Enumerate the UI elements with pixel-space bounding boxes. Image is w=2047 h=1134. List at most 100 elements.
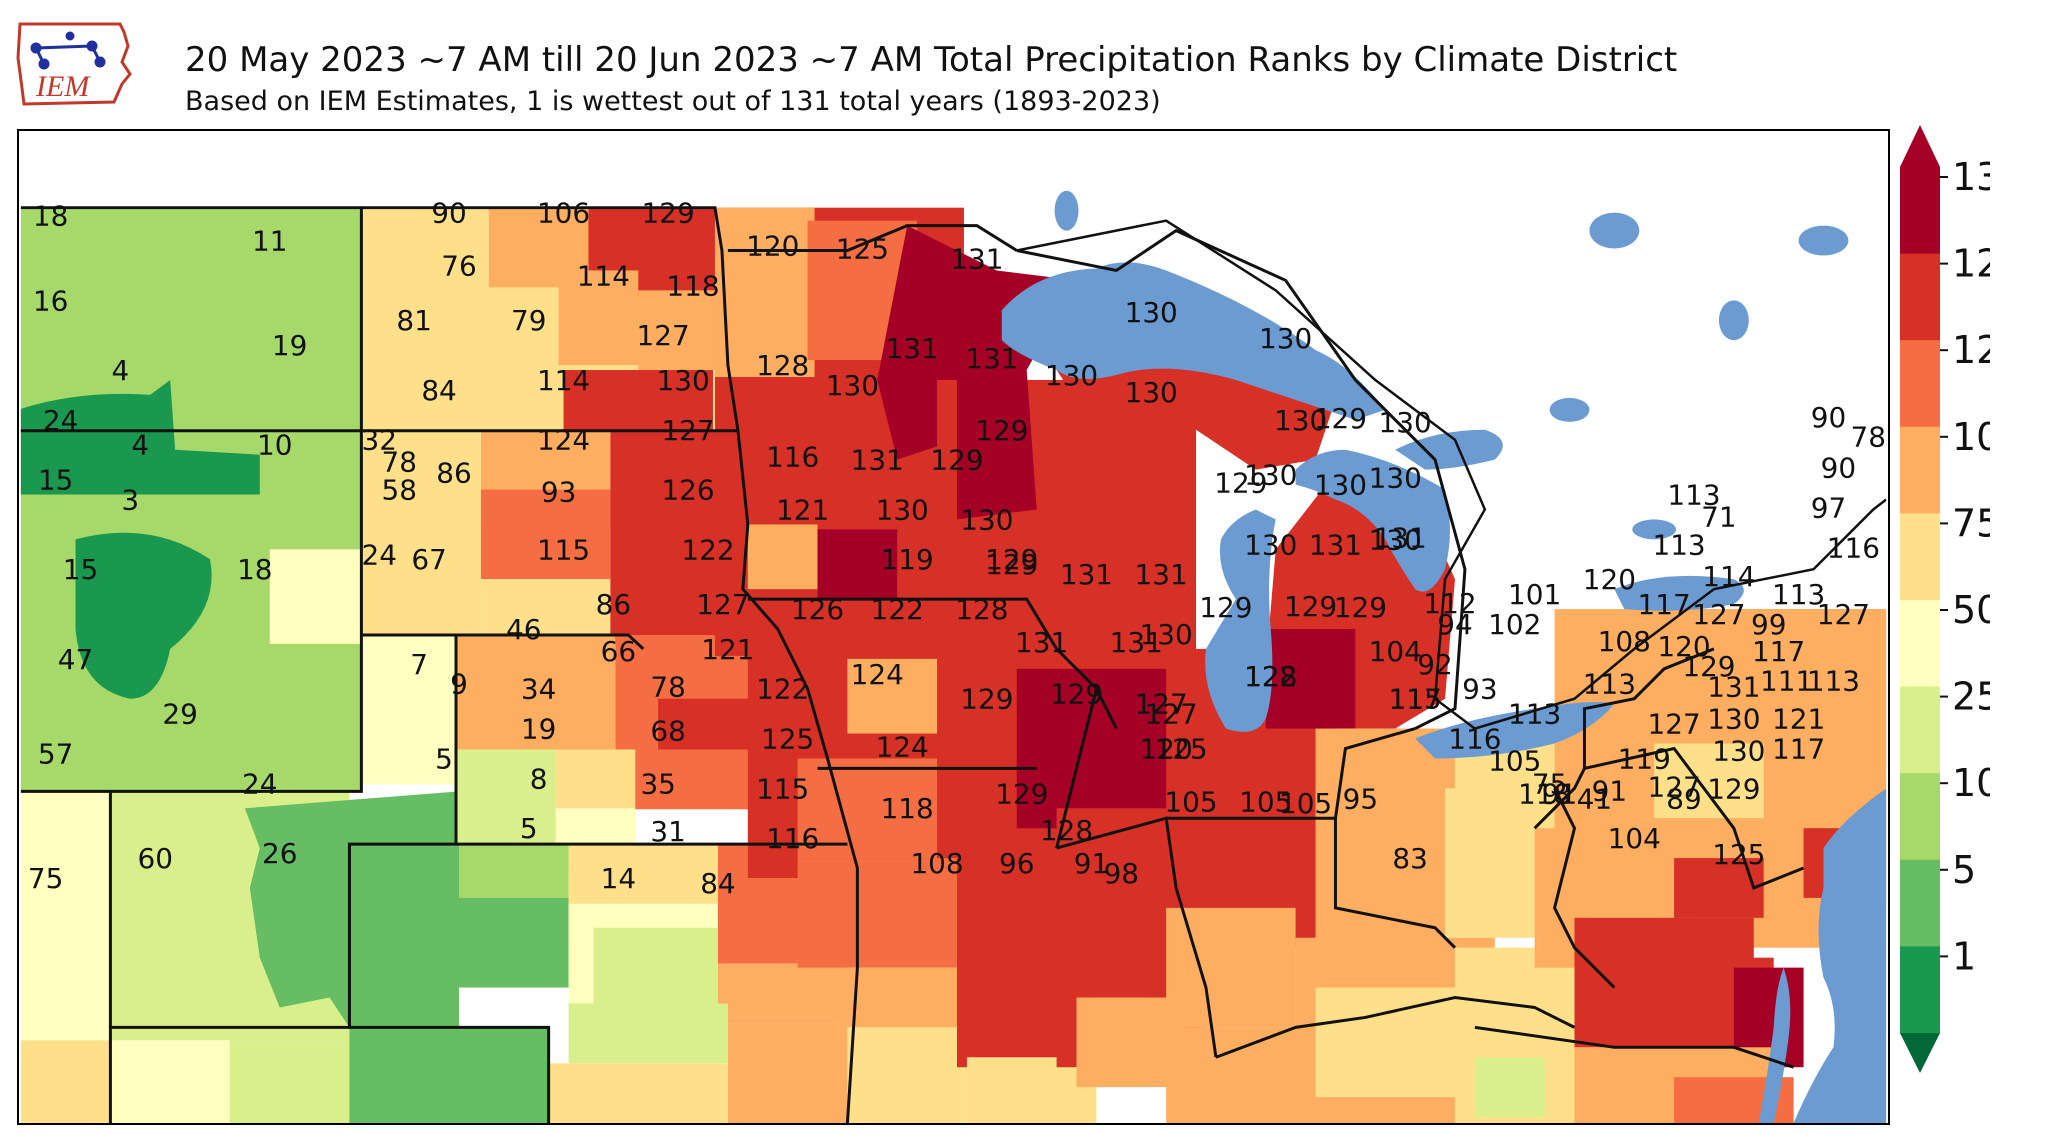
district-rank-label: 113 [1508, 698, 1561, 731]
district-rank-label: 114 [537, 364, 590, 397]
state-borders [20, 206, 1805, 1123]
district-rank-label: 92 [1417, 648, 1452, 681]
district-rank-label: 122 [756, 673, 809, 706]
colorbar-tick-label: 1 [1952, 934, 1976, 978]
district-rank-label: 117 [1389, 683, 1442, 716]
district-region [20, 791, 111, 1041]
district-rank-label: 3 [121, 483, 139, 516]
district-region [558, 270, 639, 366]
district-rank-label: 121 [701, 633, 754, 666]
district-rank-label: 131 [965, 342, 1018, 375]
lake-michigan [1205, 509, 1276, 732]
district-region [1694, 609, 1887, 769]
lake-superior [1001, 262, 1386, 420]
district-rank-label: 90 [431, 197, 466, 230]
district-rank-label: 105 [1164, 785, 1217, 818]
district-region [1166, 1027, 1316, 1123]
district-region [956, 370, 1037, 520]
district-rank-label: 93 [541, 476, 576, 509]
district-rank-label: 94 [1437, 608, 1472, 641]
chesapeake-bay [1758, 967, 1791, 1123]
district-rank-label: 60 [137, 842, 172, 875]
district-rank-label: 91 [1074, 847, 1109, 880]
district-rank-label: 131 [950, 242, 1003, 275]
district-rank-label: 121 [776, 493, 829, 526]
district-rank-label: 117 [1752, 635, 1805, 668]
district-rank-label: 118 [881, 792, 934, 825]
district-region [563, 370, 713, 430]
district-rank-label: 116 [766, 822, 819, 855]
district-region [1166, 907, 1296, 1028]
district-rank-label: 5 [520, 812, 538, 845]
district-rank-label: 127 [696, 588, 749, 621]
district-region [244, 791, 459, 1028]
district-rank-label: 14 [601, 862, 636, 895]
district-rank-label: 130 [1314, 469, 1367, 502]
district-rank-label: 131 [1060, 558, 1113, 591]
iowa-outline-icon [16, 22, 132, 106]
district-rank-label: 108 [910, 847, 963, 880]
district-region [1554, 818, 1695, 918]
district-region [110, 1040, 230, 1123]
district-rank-label: 106 [537, 197, 590, 230]
district-rank-label: 127 [1647, 708, 1700, 741]
district-rank-label: 129 [930, 444, 983, 477]
district-rank-label: 128 [1244, 660, 1297, 693]
district-rank-label: 98 [1104, 857, 1139, 890]
georgian-bay [1395, 429, 1503, 470]
network-glyph-icon [30, 31, 106, 70]
district-rank-label: 130 [1369, 462, 1422, 495]
district-rank-label: 130 [1125, 376, 1178, 409]
district-rank-label: 35 [640, 767, 675, 800]
district-rank-label: 122 [681, 533, 734, 566]
district-rank-label: 130 [656, 364, 709, 397]
district-rank-label: 121 [1772, 703, 1825, 736]
district-rank-label: 105 [1488, 744, 1541, 777]
district-rank-label: 131 [1110, 626, 1163, 659]
district-rank-label: 84 [421, 374, 456, 407]
district-region [75, 532, 212, 699]
district-rank-label: 78 [1851, 421, 1886, 454]
district-region [610, 430, 725, 640]
district-rank-label: 83 [1392, 842, 1427, 875]
district-region [20, 207, 362, 792]
district-rank-label: 46 [506, 613, 541, 646]
district-region [727, 1023, 848, 1123]
district-region [20, 379, 260, 495]
district-rank-label: 129 [1334, 591, 1387, 624]
district-region [361, 430, 481, 635]
district-region [458, 897, 569, 988]
district-rank-label: 31 [650, 815, 685, 848]
district-rank-label: 126 [791, 593, 844, 626]
district-rank-label: 41 [1577, 782, 1612, 815]
district-region [1674, 858, 1764, 918]
district-region [847, 1027, 967, 1123]
district-rank-label: 128 [955, 593, 1008, 626]
district-rank-label: 105 [1279, 787, 1332, 820]
district-rank-label: 78 [650, 671, 685, 704]
district-rank-label: 119 [881, 543, 934, 576]
district-rank-label: 86 [436, 457, 471, 490]
district-rank-label: 47 [58, 643, 93, 676]
district-region [1265, 628, 1356, 729]
district-rank-label: 131 [1309, 528, 1362, 561]
international-border [1016, 219, 1887, 730]
district-region [837, 967, 967, 1028]
district-rank-label: 24 [242, 767, 277, 800]
district-rank-label: 116 [1448, 723, 1501, 756]
district-rank-label: 129 [1707, 772, 1760, 805]
district-rank-label: 24 [362, 538, 397, 571]
district-rank-label: 129 [985, 548, 1038, 581]
district-region [797, 858, 967, 968]
district-region [817, 529, 898, 600]
district-rank-label: 104 [1608, 822, 1661, 855]
district-rank-label: 127 [1817, 598, 1870, 631]
district-rank-label: 79 [511, 304, 546, 337]
district-region [456, 749, 556, 845]
district-region [797, 758, 938, 859]
district-rank-label: 129 [960, 683, 1013, 716]
logo-text: IEM [35, 70, 91, 103]
district-rank-label: 104 [1369, 635, 1422, 668]
colorbar-tick-label: 100 [1952, 415, 1990, 459]
